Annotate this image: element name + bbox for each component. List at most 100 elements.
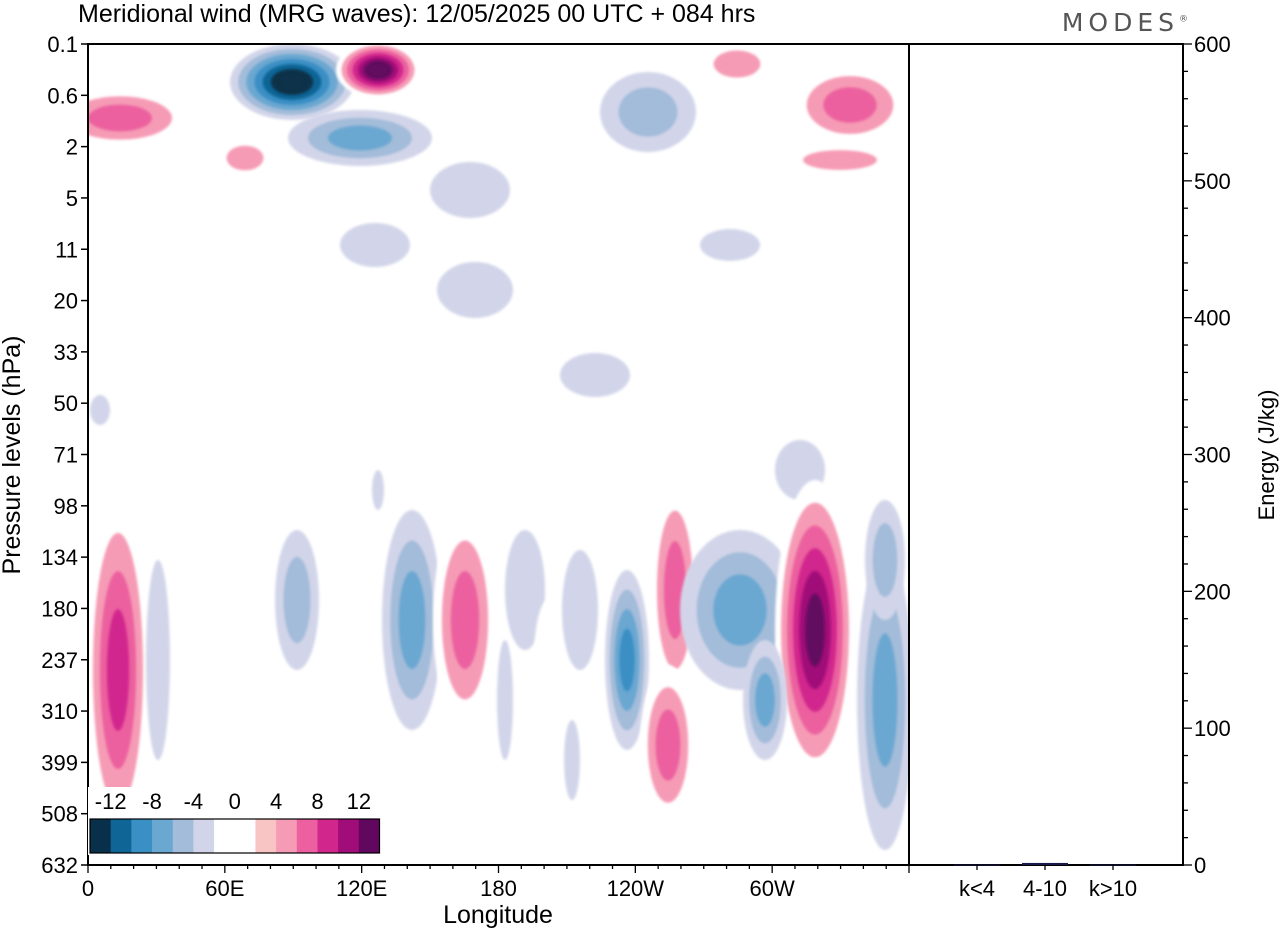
field-contour — [88, 104, 152, 132]
colorbar-cell — [358, 819, 380, 853]
field-contour — [497, 640, 513, 760]
field-contour — [335, 520, 375, 700]
field-contour — [713, 574, 767, 646]
y-tick-label: 33 — [54, 340, 78, 365]
field-contour — [700, 229, 760, 261]
field-contour — [437, 262, 513, 318]
energy-y-tick-label: 600 — [1194, 32, 1231, 57]
energy-category-label: k<4 — [959, 876, 995, 901]
field-contour — [810, 240, 909, 264]
field-contour — [823, 87, 877, 123]
field-contour — [430, 162, 510, 218]
modes-logo: MODES® — [1062, 8, 1188, 37]
colorbar: -12 -8 -4 0 4 8 12 — [88, 787, 382, 855]
energy-y-tick-label: 0 — [1194, 853, 1206, 878]
energy-bars: k<4 4-10 k>10 — [954, 862, 1137, 901]
field-contour — [655, 709, 681, 781]
colorbar-tick-label: 12 — [347, 789, 371, 814]
wind-field — [88, 44, 909, 850]
field-contour — [369, 64, 387, 76]
y-tick-label: 0.6 — [47, 83, 78, 108]
field-contour — [226, 145, 264, 171]
y-tick-label: 20 — [54, 289, 78, 314]
energy-y-tick-label: 100 — [1194, 716, 1231, 741]
x-tick-label: 180 — [480, 876, 517, 901]
energy-y-tick-label: 300 — [1194, 443, 1231, 468]
colorbar-cell — [152, 819, 174, 853]
field-contour — [398, 571, 426, 669]
field-contour — [106, 609, 130, 731]
energy-y-tick-label: 200 — [1194, 579, 1231, 604]
energy-y-tick-label: 400 — [1194, 306, 1231, 331]
energy-y-tick-label: 500 — [1194, 169, 1231, 194]
longitude-axis: 0 60E 120E 180 120W 60W — [82, 865, 910, 901]
y-axis-label: Pressure levels (hPa) — [0, 336, 26, 575]
x-tick-label: 60E — [205, 876, 244, 901]
energy-axis: 0 100 200 300 400 500 600 — [1183, 32, 1231, 878]
field-contour — [803, 150, 877, 170]
y-tick-label: 11 — [55, 237, 78, 262]
field-contour — [775, 380, 905, 450]
field-contour — [597, 515, 617, 565]
y-tick-label: 237 — [41, 648, 78, 673]
field-contour — [550, 248, 640, 276]
colorbar-cell — [131, 819, 153, 853]
field-contour — [340, 223, 410, 267]
colorbar-cell — [317, 819, 339, 853]
energy-plot-frame — [908, 43, 1184, 866]
field-contour — [90, 174, 170, 202]
energy-axis-label: Energy (J/kg) — [1254, 390, 1279, 521]
logo-text: MODES — [1061, 8, 1179, 37]
field-contour — [90, 395, 110, 425]
colorbar-cell — [110, 819, 132, 853]
field-contour — [872, 633, 898, 767]
field-contour — [805, 593, 825, 667]
field-contour — [146, 560, 170, 760]
field-contour — [618, 87, 678, 137]
field-contour — [90, 322, 230, 358]
colorbar-cell — [338, 819, 360, 853]
field-contour — [201, 520, 249, 780]
logo-mark: ® — [1179, 14, 1188, 25]
colorbar-cell — [234, 819, 256, 853]
x-axis-label: Longitude — [443, 901, 553, 929]
y-tick-label: 134 — [41, 545, 78, 570]
energy-bar — [1022, 862, 1068, 865]
field-contour — [450, 571, 480, 669]
energy-category-label: 4-10 — [1023, 876, 1067, 901]
colorbar-cell — [276, 819, 298, 853]
y-tick-label: 632 — [41, 853, 78, 878]
y-tick-label: 50 — [54, 391, 78, 416]
colorbar-tick-label: 4 — [270, 789, 282, 814]
field-contour — [713, 50, 761, 78]
field-contour — [328, 125, 392, 151]
y-tick-label: 2 — [66, 135, 78, 160]
field-contour — [755, 673, 775, 727]
field-contour — [534, 600, 562, 720]
y-tick-label: 180 — [41, 596, 78, 621]
pressure-axis: 0.1 0.6 2 5 11 20 33 50 71 98 134 180 237 310 399 508 63… — [41, 32, 88, 878]
field-contour — [560, 353, 630, 397]
x-tick-label: 120W — [607, 876, 665, 901]
field-contour — [564, 720, 580, 800]
y-tick-label: 98 — [54, 494, 78, 519]
field-contour — [180, 405, 236, 475]
y-tick-label: 5 — [66, 186, 78, 211]
colorbar-cell — [255, 819, 277, 853]
y-tick-label: 508 — [41, 802, 78, 827]
colorbar-cell — [90, 819, 112, 853]
colorbar-tick-label: 0 — [229, 789, 241, 814]
field-contour — [372, 470, 384, 510]
chart-title: Meridional wind (MRG waves): 12/05/2025 … — [78, 0, 755, 28]
colorbar-cell — [214, 819, 236, 853]
colorbar-tick-label: 8 — [311, 789, 323, 814]
colorbar-tick-label: -12 — [95, 789, 127, 814]
x-tick-label: 0 — [82, 876, 94, 901]
y-tick-label: 399 — [41, 750, 78, 775]
energy-category-label: k>10 — [1089, 876, 1137, 901]
x-tick-label: 60W — [750, 876, 795, 901]
field-contour — [278, 74, 306, 90]
colorbar-cell — [172, 819, 194, 853]
